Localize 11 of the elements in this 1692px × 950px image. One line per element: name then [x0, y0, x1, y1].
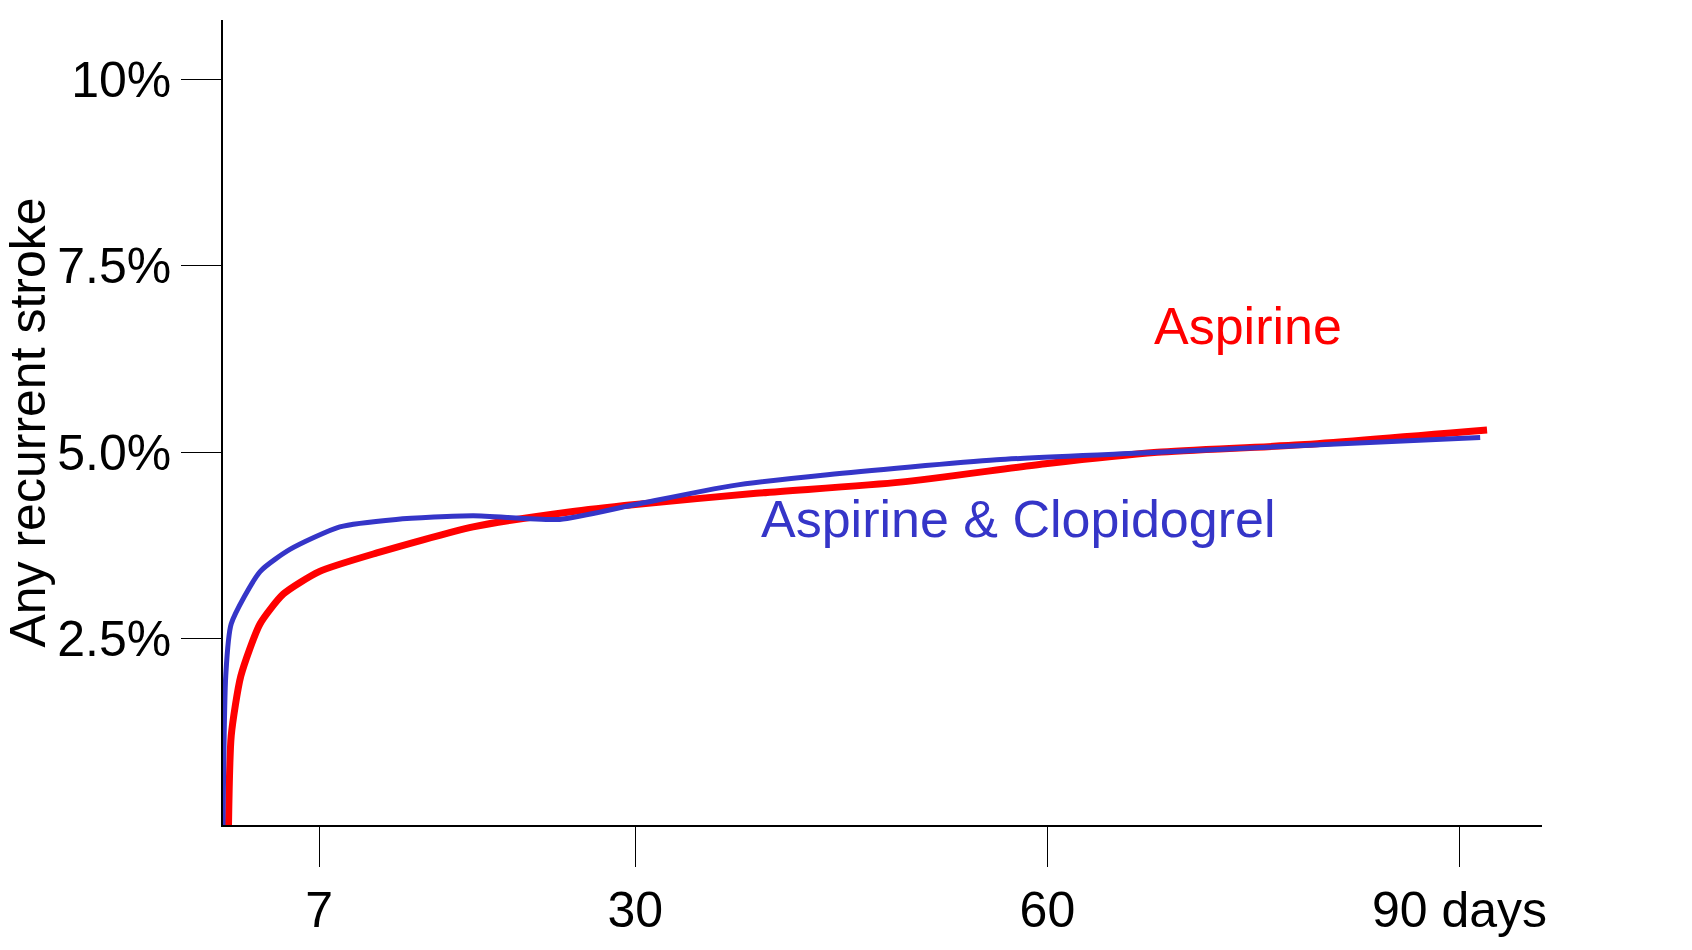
x-tick-label: 30 — [607, 881, 663, 938]
x-tick-label: 60 — [1019, 881, 1076, 938]
y-tick-label: 10% — [71, 52, 172, 109]
series-label: Aspirine & Clopidogrel — [761, 490, 1276, 548]
y-tick-label: 2.5% — [57, 611, 172, 668]
x-tick-label: 7 — [305, 881, 334, 938]
y-tick-label: 5.0% — [57, 424, 172, 481]
x-tick-label: 90 days — [1372, 881, 1548, 938]
y-tick-label: 7.5% — [57, 238, 172, 295]
y-axis-title: Any recurrent stroke — [0, 197, 56, 648]
series-label: Aspirine — [1154, 297, 1342, 355]
